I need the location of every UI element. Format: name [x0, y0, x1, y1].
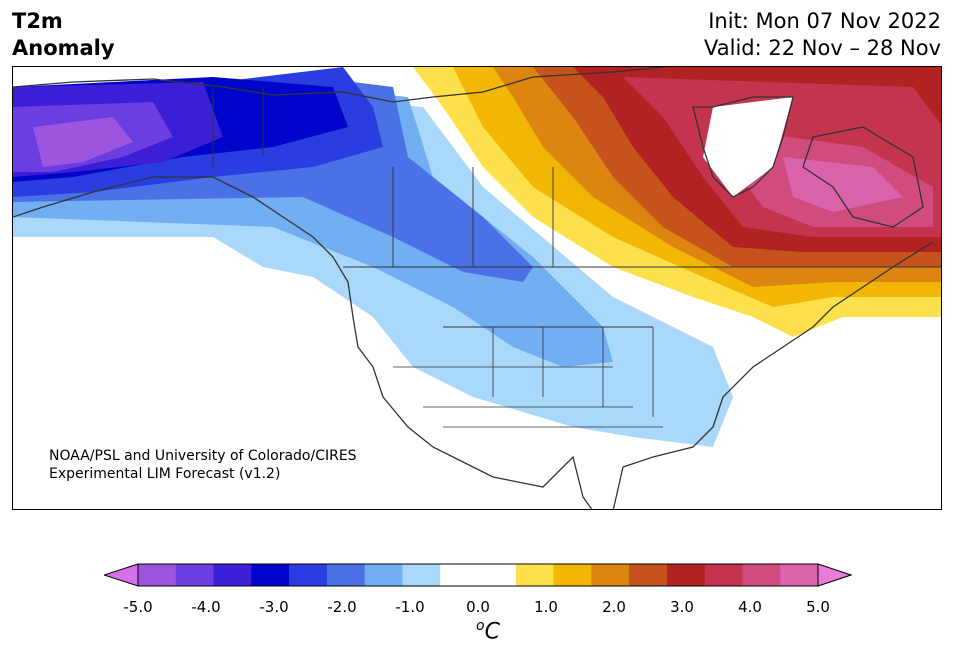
colorbar-segment [364, 564, 403, 586]
colorbar-extend-max [817, 563, 852, 587]
colorbar-segment [591, 564, 630, 586]
colorbar-segment [704, 564, 743, 586]
colorbar-tick-label: -1.0 [395, 598, 425, 616]
credit-line-1: NOAA/PSL and University of Colorado/CIRE… [49, 448, 357, 464]
colorbar-segment [251, 564, 290, 586]
valid-date: Valid: 22 Nov – 28 Nov [704, 36, 941, 60]
title-line-1: T2m [12, 9, 63, 33]
forecast-dates: Init: Mon 07 Nov 2022 Valid: 22 Nov – 28… [704, 8, 941, 62]
colorbar-tick-label: 3.0 [670, 598, 694, 616]
colorbar-tick-label: 0.0 [466, 598, 490, 616]
colorbar-segment [402, 564, 441, 586]
colorbar-segment [553, 564, 592, 586]
coastlines [13, 67, 941, 509]
colorbar-unit: oC [476, 618, 500, 644]
colorbar-segment [138, 564, 177, 586]
credit-line-2: Experimental LIM Forecast (v1.2) [49, 466, 281, 482]
colorbar-segment [515, 564, 555, 586]
unit-letter: C [484, 619, 500, 645]
colorbar-segment [780, 564, 819, 586]
colorbar-frame [137, 563, 819, 587]
title-line-2: Anomaly [12, 36, 115, 60]
colorbar-segment [175, 564, 215, 586]
colorbar-segment [742, 564, 781, 586]
init-date: Init: Mon 07 Nov 2022 [708, 9, 941, 33]
colorbar-tick-label: 2.0 [602, 598, 626, 616]
colorbar-segment [213, 564, 252, 586]
map-title: T2m Anomaly [12, 8, 115, 62]
colorbar-segment [326, 564, 366, 586]
cold-band-7 [33, 117, 133, 167]
colorbar-tick-label: -5.0 [123, 598, 153, 616]
colorbar-tick-label: -3.0 [259, 598, 289, 616]
colorbar [104, 563, 852, 587]
colorbar-tick-label: 5.0 [806, 598, 830, 616]
warm-band-8 [783, 157, 903, 212]
data-credit: NOAA/PSL and University of Colorado/CIRE… [49, 447, 357, 483]
colorbar-segment [666, 564, 706, 586]
colorbar-extend-min [104, 563, 139, 587]
colorbar-segment [289, 564, 328, 586]
anomaly-map: NOAA/PSL and University of Colorado/CIRE… [12, 66, 942, 510]
anomaly-map-svg [13, 67, 941, 509]
colorbar-segment [440, 564, 479, 586]
colorbar-tick-label: -2.0 [327, 598, 357, 616]
unit-degree: o [476, 618, 485, 634]
colorbar-segment [478, 564, 517, 586]
colorbar-segment [629, 564, 668, 586]
hudson-bay [703, 97, 793, 197]
colorbar-tick-label: 1.0 [534, 598, 558, 616]
colorbar-tick-label: 4.0 [738, 598, 762, 616]
colorbar-tick-label: -4.0 [191, 598, 221, 616]
